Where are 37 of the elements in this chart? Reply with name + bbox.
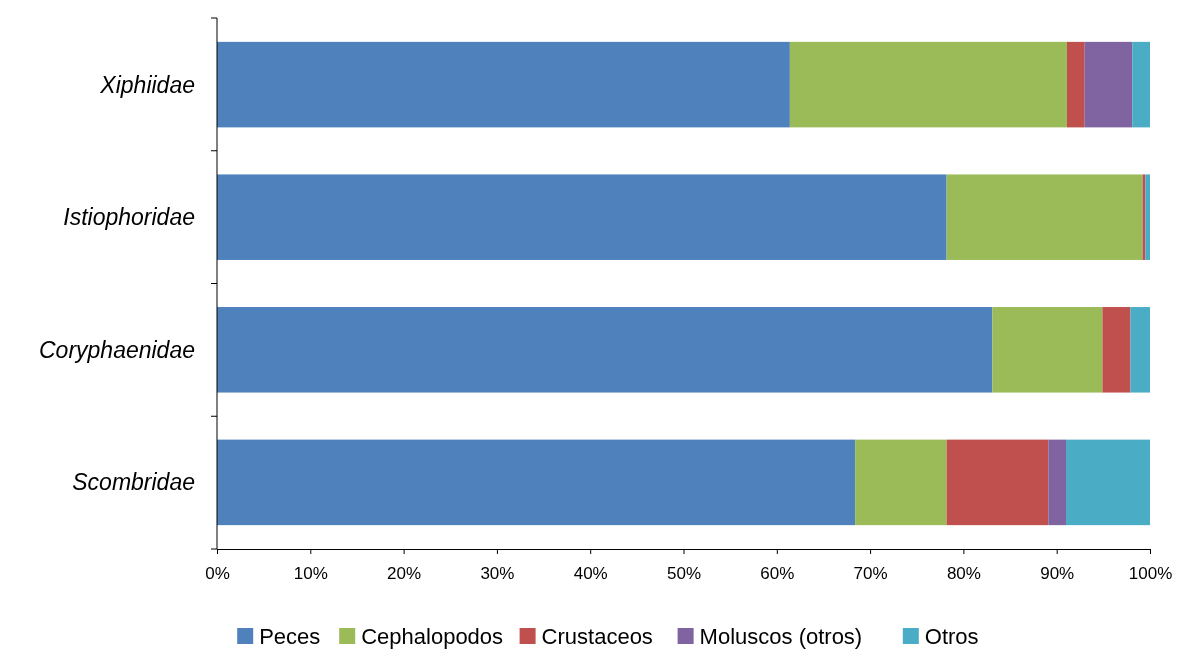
bar (1102, 307, 1131, 393)
bar (946, 174, 1143, 260)
y-tick-label: Istiophoridae (63, 204, 195, 231)
bar (217, 307, 993, 393)
x-tick-label: 20% (387, 564, 422, 584)
bar (1130, 307, 1150, 393)
x-tick-label: 100% (1128, 564, 1173, 584)
bar (1048, 439, 1067, 526)
bar (789, 41, 1067, 128)
bar (217, 439, 856, 526)
x-tick-label: 90% (1040, 564, 1075, 584)
y-tick-label: Coryphaenidae (38, 336, 195, 363)
bar (1132, 41, 1150, 128)
x-tick-label: 70% (853, 564, 888, 584)
bar (946, 439, 1049, 526)
bar (1084, 41, 1133, 128)
legend-label: Crustaceos (541, 623, 653, 649)
bar (992, 307, 1103, 393)
bar (217, 41, 790, 128)
legend-label: Cephalopodos (361, 623, 504, 649)
y-tick-label: Scombridae (72, 469, 195, 496)
y-tick-label: Xiphiidae (99, 71, 195, 98)
x-tick-label: 10% (293, 564, 328, 584)
x-tick-label: 30% (480, 564, 515, 584)
x-tick-label: 80% (946, 564, 981, 584)
bar (1145, 174, 1150, 260)
legend-label: Otros (924, 623, 979, 649)
x-tick-label: 50% (666, 564, 702, 584)
legend-label: Moluscos (otros) (699, 623, 863, 649)
x-tick-label: 40% (573, 564, 608, 584)
legend-label: Peces (259, 623, 321, 649)
bar (855, 439, 947, 526)
bar (217, 174, 947, 260)
x-tick-label: 60% (760, 564, 795, 584)
bar (1066, 439, 1150, 526)
x-tick-label: 0% (205, 564, 230, 584)
bar (1066, 41, 1085, 128)
